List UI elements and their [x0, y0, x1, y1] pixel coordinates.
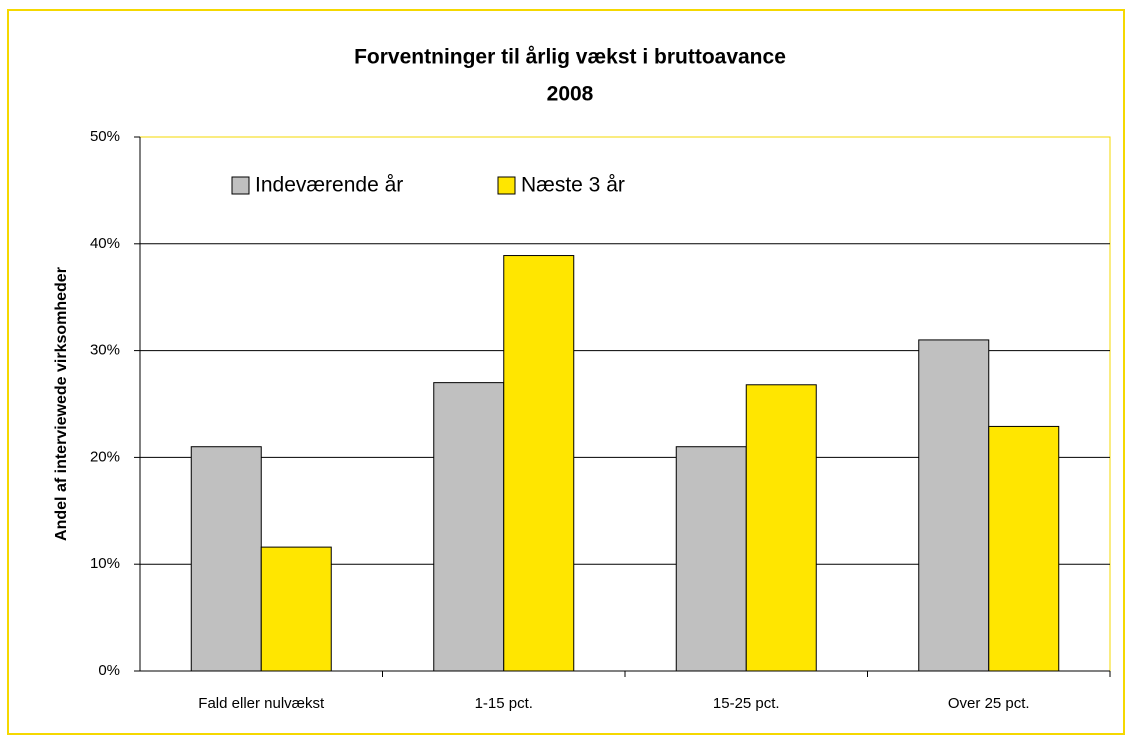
legend-swatch [231, 176, 250, 195]
y-tick-label: 20% [90, 448, 120, 465]
bar [190, 446, 262, 672]
x-tick-label: 15-25 pct. [713, 695, 780, 712]
y-axis-label: Andel af interviewede virksomheder [53, 267, 70, 541]
y-tick-label: 10% [90, 555, 120, 572]
chart-subtitle: 2008 [547, 83, 594, 106]
bar [745, 384, 817, 672]
bar [260, 546, 332, 672]
legend-swatch [497, 176, 516, 195]
chart-title: Forventninger til årlig vækst i bruttoav… [354, 46, 786, 69]
legend-label: Indeværende år [255, 174, 403, 197]
y-tick-label: 50% [90, 128, 120, 145]
bar [433, 382, 505, 672]
y-tick-label: 0% [98, 662, 120, 679]
legend-label: Næste 3 år [521, 174, 625, 197]
y-tick-label: 40% [90, 235, 120, 252]
x-tick-label: 1-15 pct. [475, 695, 533, 712]
bar [988, 425, 1060, 672]
y-tick-label: 30% [90, 342, 120, 359]
bar [918, 339, 990, 672]
x-tick-label: Fald eller nulvækst [198, 695, 325, 712]
x-tick-label: Over 25 pct. [948, 695, 1030, 712]
bar [503, 255, 575, 672]
bar [675, 446, 747, 672]
